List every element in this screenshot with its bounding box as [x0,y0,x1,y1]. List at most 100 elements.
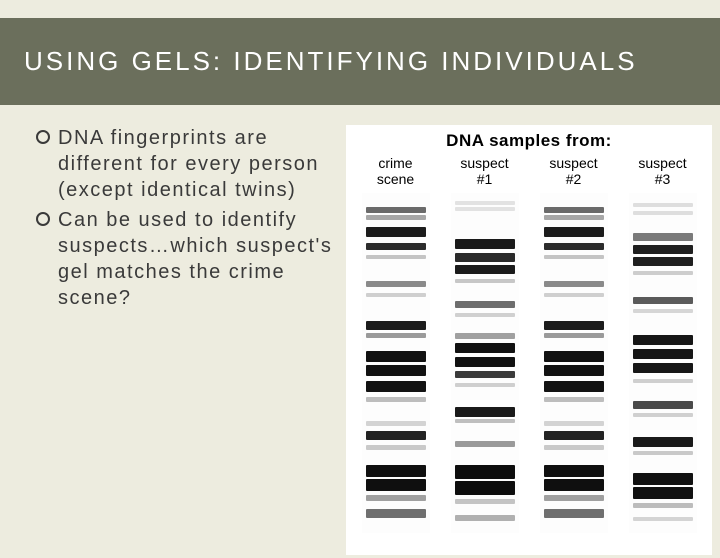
gel-band [366,215,426,220]
slide-title: USING GELS: IDENTIFYING INDIVIDUALS [24,46,696,77]
gel-lanes: crimescene suspect#1 suspect#2 suspect#3 [354,155,704,533]
lane-label: suspect#1 [460,155,508,189]
bullet-marker-icon [36,212,50,226]
gel-band [366,421,426,426]
gel-band [455,371,515,378]
gel-band [633,363,693,373]
gel-band [633,413,693,417]
gel-band [633,257,693,266]
gel-band [633,349,693,359]
gel-band [544,509,604,518]
gel-band [633,379,693,383]
gel-band [455,357,515,367]
gel-band [366,495,426,501]
gel-band [366,207,426,213]
gel-band [455,265,515,274]
gel-band [366,243,426,250]
gel-band [455,441,515,447]
gel-lane: suspect#2 [534,155,614,533]
gel-band [544,207,604,213]
gel-column [540,193,608,533]
bullet-item: DNA fingerprints are different for every… [36,125,338,203]
gel-band [633,203,693,207]
gel-band [455,239,515,249]
gel-band [633,233,693,241]
gel-figure: DNA samples from: crimescene suspect#1 sus… [346,125,712,555]
gel-band [366,445,426,450]
gel-band [544,281,604,287]
gel-band [455,313,515,317]
gel-band [633,297,693,304]
gel-band [366,255,426,259]
gel-band [633,487,693,499]
bullet-list: DNA fingerprints are different for every… [36,125,346,555]
gel-band [633,451,693,455]
gel-band [633,245,693,254]
gel-band [544,465,604,477]
gel-band [544,333,604,338]
gel-band [455,419,515,423]
gel-band [544,495,604,501]
gel-band [455,383,515,387]
gel-band [633,211,693,215]
gel-band [366,365,426,376]
gel-band [366,351,426,362]
gel-band [455,279,515,283]
bullet-item: Can be used to identify suspects…which s… [36,207,338,311]
gel-band [544,365,604,376]
gel-band [455,499,515,504]
bullet-text: DNA fingerprints are different for every… [58,125,338,203]
gel-band [544,445,604,450]
gel-band [544,321,604,330]
gel-band [455,253,515,262]
gel-band [455,407,515,417]
gel-band [544,431,604,440]
gel-band [633,335,693,345]
gel-band [544,227,604,237]
gel-band [366,333,426,338]
gel-band [366,293,426,297]
gel-band [455,465,515,479]
gel-band [366,281,426,287]
gel-band [455,207,515,211]
gel-band [633,473,693,485]
title-bar: USING GELS: IDENTIFYING INDIVIDUALS [0,18,720,105]
gel-column [629,193,697,533]
gel-band [633,503,693,508]
gel-band [544,381,604,392]
gel-band [366,479,426,491]
gel-band [455,515,515,521]
gel-column [451,193,519,533]
gel-lane: suspect#3 [623,155,703,533]
gel-band [455,481,515,495]
gel-column [362,193,430,533]
gel-lane: crimescene [356,155,436,533]
gel-band [544,421,604,426]
gel-band [366,465,426,477]
bullet-marker-icon [36,130,50,144]
gel-band [366,321,426,330]
gel-band [544,215,604,220]
gel-band [366,381,426,392]
gel-band [455,301,515,308]
gel-band [544,479,604,491]
gel-band [455,333,515,339]
figure-heading: DNA samples from: [354,131,704,151]
lane-label: suspect#3 [638,155,686,189]
content-area: DNA fingerprints are different for every… [0,105,720,555]
gel-band [544,293,604,297]
gel-band [633,309,693,313]
gel-band [633,437,693,447]
gel-band [455,343,515,353]
gel-band [544,255,604,259]
gel-band [633,401,693,409]
lane-label: crimescene [377,155,414,189]
gel-band [544,243,604,250]
gel-band [366,227,426,237]
gel-band [366,509,426,518]
gel-band [633,517,693,521]
gel-band [544,351,604,362]
gel-band [544,397,604,402]
gel-band [455,201,515,205]
gel-band [366,431,426,440]
